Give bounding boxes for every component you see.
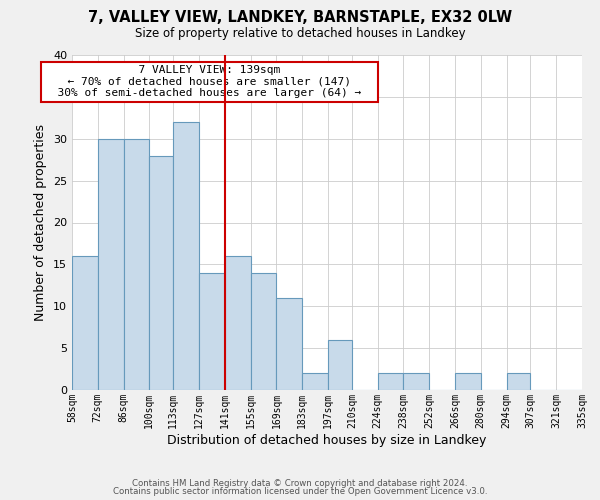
Text: 7 VALLEY VIEW: 139sqm  
  ← 70% of detached houses are smaller (147)  
  30% of : 7 VALLEY VIEW: 139sqm ← 70% of detached … [44,65,375,98]
Bar [225,256,251,390]
Bar [377,373,403,390]
Bar [251,273,277,390]
Bar [328,340,352,390]
Bar [506,373,530,390]
Text: Contains public sector information licensed under the Open Government Licence v3: Contains public sector information licen… [113,487,487,496]
Bar [124,138,149,390]
Text: Size of property relative to detached houses in Landkey: Size of property relative to detached ho… [134,28,466,40]
Bar [98,138,124,390]
Bar [277,298,302,390]
Bar [455,373,481,390]
Bar [72,256,98,390]
Bar [403,373,429,390]
Text: 7, VALLEY VIEW, LANDKEY, BARNSTAPLE, EX32 0LW: 7, VALLEY VIEW, LANDKEY, BARNSTAPLE, EX3… [88,10,512,25]
Text: Contains HM Land Registry data © Crown copyright and database right 2024.: Contains HM Land Registry data © Crown c… [132,478,468,488]
Bar [199,273,225,390]
X-axis label: Distribution of detached houses by size in Landkey: Distribution of detached houses by size … [167,434,487,446]
Y-axis label: Number of detached properties: Number of detached properties [34,124,47,321]
Bar [302,373,328,390]
Bar [149,156,173,390]
Bar [173,122,199,390]
